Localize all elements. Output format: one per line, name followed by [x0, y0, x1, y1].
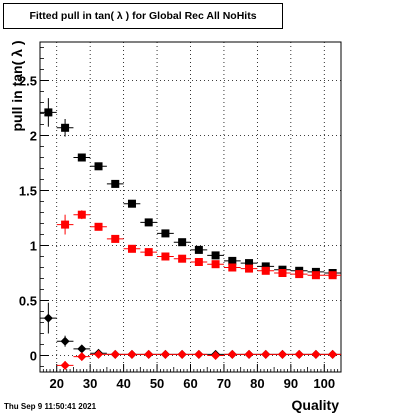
data-point-square [261, 262, 270, 271]
data-point-square [278, 269, 287, 277]
grid-lines [40, 42, 341, 372]
data-point-square [61, 123, 70, 132]
series-0 [40, 98, 341, 277]
data-point-diamond [294, 349, 304, 359]
data-point-square [194, 245, 203, 254]
x-tick-label: 60 [183, 376, 197, 391]
data-point-square [328, 271, 337, 280]
data-point-square [44, 108, 53, 117]
data-point-diamond [261, 349, 271, 359]
data-point-diamond [127, 349, 137, 359]
data-point-square [144, 248, 153, 257]
data-point-diamond [160, 349, 170, 359]
data-point-square [94, 162, 103, 171]
axes [39, 41, 342, 373]
y-tick-label: 0 [30, 349, 37, 364]
data-point-square [77, 210, 86, 219]
data-point-square [178, 238, 187, 247]
data-point-square [111, 234, 120, 243]
data-point-square [211, 260, 220, 269]
data-point-square [311, 271, 320, 280]
data-point-square [161, 229, 170, 238]
y-tick-label: 1 [30, 239, 37, 254]
x-tick-label: 100 [313, 376, 335, 391]
x-tick-label: 40 [116, 376, 130, 391]
data-point-square [194, 258, 203, 266]
data-point-square [77, 153, 86, 162]
data-point-diamond [94, 349, 104, 359]
y-tick-label: 1.5 [19, 184, 37, 199]
data-point-square [127, 244, 136, 253]
data-markers [40, 98, 341, 370]
data-point-diamond [144, 349, 154, 359]
data-point-square [295, 270, 304, 279]
series-3 [56, 349, 341, 370]
y-tick-label: 0.5 [19, 294, 37, 309]
chart-title: Fitted pull in tan( λ ) for Global Rec A… [3, 3, 283, 29]
tick-labels: 20 30 40 50 60 70 80 90 100 0 0.5 1 1.5 2 2.5 [19, 74, 335, 392]
data-point-square [61, 220, 70, 229]
x-tick-label: 70 [217, 376, 231, 391]
data-point-diamond [60, 360, 70, 370]
data-point-square [161, 252, 170, 261]
data-point-diamond [60, 336, 70, 346]
series-1 [56, 210, 341, 280]
data-point-square [94, 222, 103, 231]
data-point-diamond [77, 344, 87, 354]
x-tick-label: 80 [250, 376, 264, 391]
x-tick-label: 90 [284, 376, 298, 391]
data-point-square [178, 254, 187, 263]
x-tick-label: 50 [150, 376, 164, 391]
data-point-diamond [244, 349, 254, 359]
y-axis-label: pull in tan( λ ) [9, 40, 25, 132]
data-point-diamond [177, 349, 187, 359]
data-point-square [245, 259, 254, 268]
data-point-diamond [328, 349, 338, 359]
data-point-square [127, 199, 136, 208]
y-tick-label: 2.5 [19, 74, 37, 89]
y-tick-label: 2 [30, 129, 37, 144]
data-point-diamond [311, 349, 321, 359]
data-point-square [144, 218, 153, 227]
data-point-diamond [277, 349, 287, 359]
data-point-diamond [194, 349, 204, 359]
data-point-square [245, 264, 254, 273]
x-tick-label: 20 [49, 376, 63, 391]
data-point-diamond [110, 349, 120, 359]
data-point-square [211, 251, 220, 260]
x-axis-label: Quality [291, 397, 339, 413]
data-point-diamond [227, 349, 237, 359]
data-point-diamond [211, 351, 221, 360]
data-point-diamond [43, 313, 53, 323]
timestamp-footer: Thu Sep 9 11:50:41 2021 [4, 402, 97, 411]
data-point-square [228, 263, 237, 272]
x-tick-label: 30 [83, 376, 97, 391]
data-point-square [261, 266, 270, 275]
data-point-diamond [77, 352, 87, 362]
data-point-square [228, 256, 237, 265]
data-point-square [111, 179, 120, 188]
